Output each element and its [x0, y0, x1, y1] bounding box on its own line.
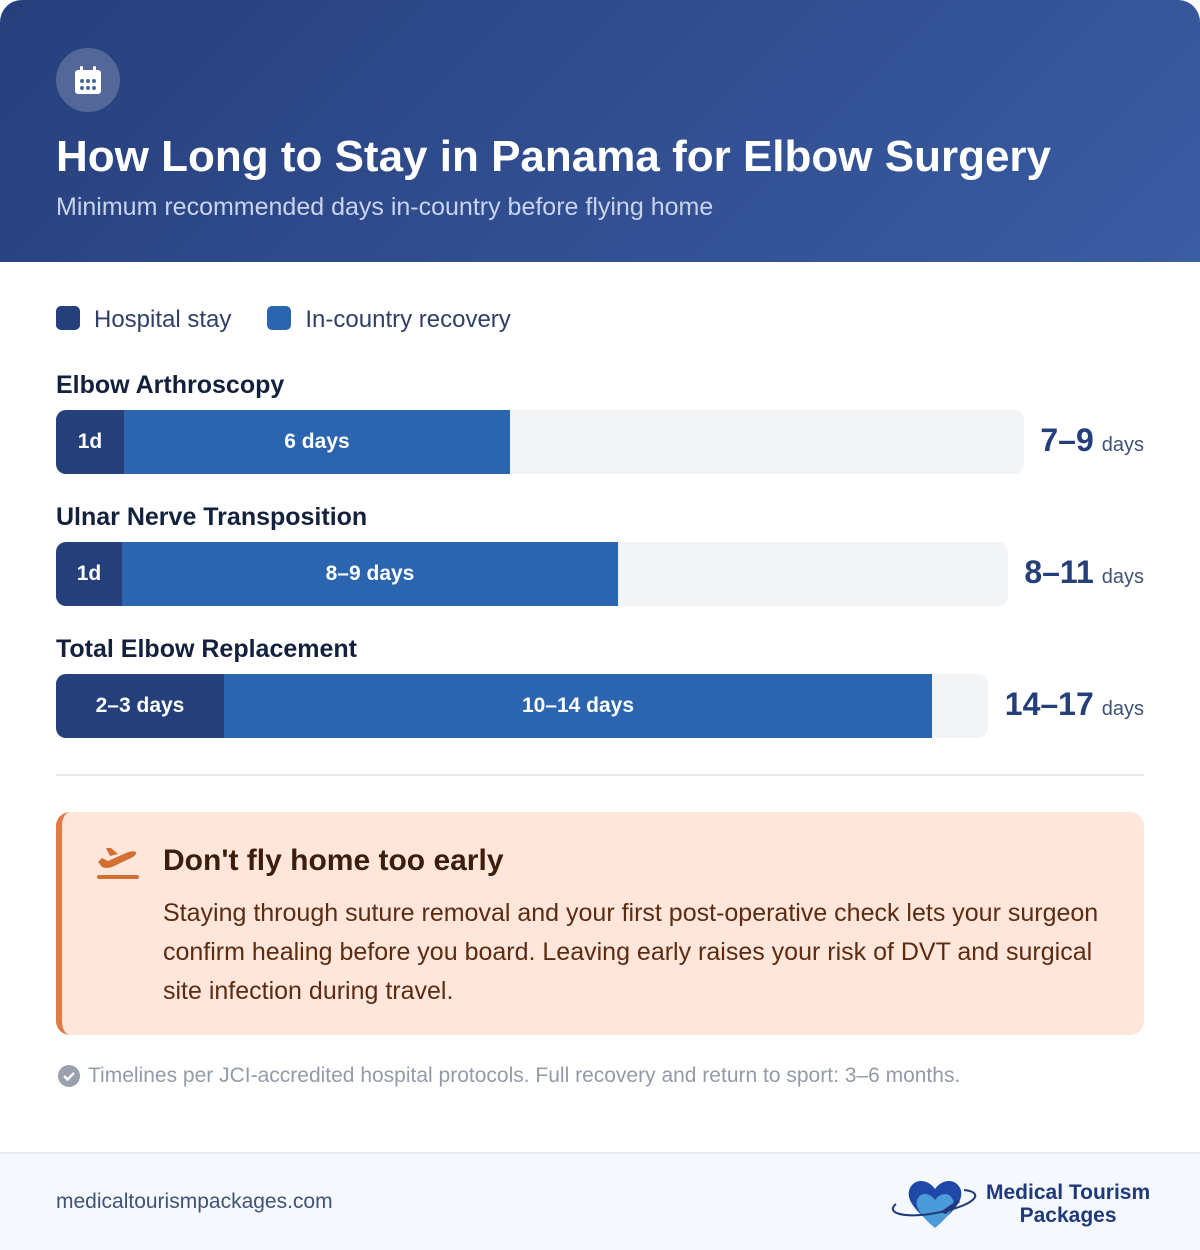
legend-hospital: Hospital stay	[56, 306, 231, 334]
header: How Long to Stay in Panama for Elbow Sur…	[0, 0, 1200, 262]
callout-body: Staying through suture removal and your …	[163, 899, 1099, 1005]
procedure-label: Elbow Arthroscopy	[56, 371, 285, 399]
hospital-segment: 1d	[56, 410, 124, 474]
warning-callout: Don't fly home too early Staying through…	[56, 812, 1144, 1035]
procedure-label: Ulnar Nerve Transposition	[56, 503, 368, 531]
bar-track: 1d 6 days	[56, 410, 1024, 474]
recovery-segment: 8–9 days	[122, 542, 618, 606]
site-url[interactable]: medicaltourismpackages.com	[56, 1190, 333, 1213]
footnote: Timelines per JCI-accredited hospital pr…	[58, 1064, 960, 1088]
recovery-segment: 10–14 days	[224, 674, 932, 738]
total-days: 8–11 days	[1024, 554, 1144, 590]
footer: medicaltourismpackages.com Medical Touri…	[0, 1152, 1200, 1250]
total-days: 7–9 days	[1040, 422, 1144, 458]
bar-track: 2–3 days 10–14 days	[56, 674, 988, 738]
hospital-segment: 2–3 days	[56, 674, 224, 738]
legend-recovery: In-country recovery	[267, 306, 511, 334]
hospital-segment: 1d	[56, 542, 122, 606]
logo: Medical Tourism Packages	[890, 1176, 1150, 1232]
check-circle-icon	[58, 1065, 80, 1087]
page-title: How Long to Stay in Panama for Elbow Sur…	[56, 132, 1052, 181]
bar-track: 1d 8–9 days	[56, 542, 1008, 606]
divider	[56, 774, 1144, 776]
procedure-label: Total Elbow Replacement	[56, 635, 357, 663]
page-subtitle: Minimum recommended days in-country befo…	[56, 193, 714, 221]
callout-title: Don't fly home too early	[163, 844, 504, 877]
total-days: 14–17 days	[1004, 686, 1144, 722]
heart-plane-logo-icon	[891, 1180, 976, 1228]
recovery-segment: 6 days	[124, 410, 510, 474]
calendar-icon	[56, 48, 120, 112]
legend: Hospital stay In-country recovery	[56, 306, 511, 334]
airplane-departure-icon	[96, 844, 140, 885]
